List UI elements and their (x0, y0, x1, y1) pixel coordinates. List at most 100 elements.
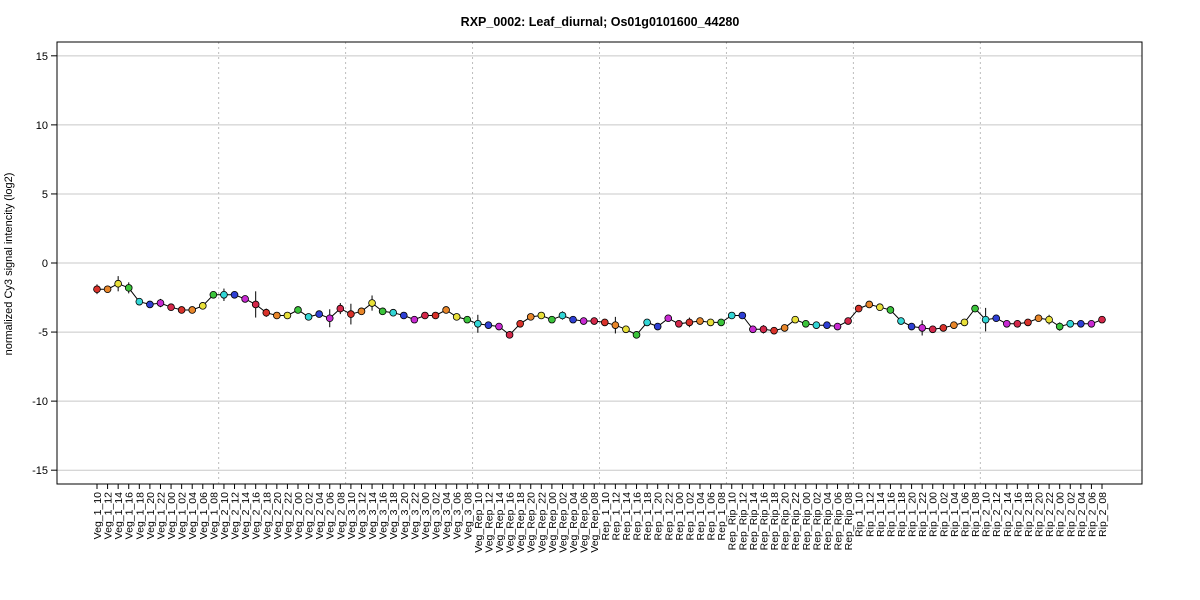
x-tick-label-25: Veg_3_12 (356, 492, 368, 539)
x-tick-label-13: Veg_2_12 (230, 492, 242, 539)
data-point-18 (283, 311, 292, 320)
y-tick-label-5: 10 (36, 120, 48, 132)
data-point-11 (209, 290, 218, 299)
data-point-62 (749, 325, 757, 334)
data-point-82 (960, 318, 969, 327)
x-tick-label-87: Rip_2_16 (1012, 492, 1024, 537)
x-tick-label-17: Veg_2_20 (272, 492, 284, 539)
x-tick-label-54: Rep_1_22 (663, 492, 675, 541)
data-point-72 (854, 304, 863, 313)
data-point-42 (537, 311, 546, 320)
data-point-38 (495, 322, 503, 331)
data-point-23 (336, 304, 345, 313)
x-tick-label-57: Rep_1_04 (695, 492, 707, 541)
y-tick-label-0: -15 (32, 465, 48, 477)
data-point-84 (981, 315, 990, 324)
x-tick-label-81: Rip_1_04 (949, 492, 961, 537)
data-point-28 (389, 308, 398, 317)
x-tick-label-94: Rip_2_06 (1086, 492, 1098, 537)
x-tick-label-59: Rep_1_08 (716, 492, 728, 541)
data-point-26 (368, 299, 376, 307)
data-point-19 (294, 306, 302, 314)
x-tick-label-28: Veg_3_18 (388, 492, 400, 539)
x-tick-label-72: Rip_1_10 (854, 492, 866, 537)
x-tick-label-3: Veg_1_16 (124, 492, 136, 539)
x-tick-label-43: Veg_Rep_00 (547, 492, 559, 553)
data-point-6 (156, 299, 165, 307)
data-point-77 (907, 322, 916, 331)
x-tick-label-79: Rip_1_00 (928, 492, 940, 537)
data-point-10 (198, 302, 207, 310)
data-point-43 (548, 315, 556, 324)
data-point-80 (939, 324, 948, 332)
x-tick-label-52: Rep_1_18 (642, 492, 654, 541)
x-tick-label-26: Veg_3_14 (367, 492, 379, 539)
x-tick-label-62: Rep_Rip_14 (748, 492, 760, 551)
x-tick-label-88: Rip_2_18 (1023, 492, 1035, 537)
x-tick-label-31: Veg_3_00 (420, 492, 432, 539)
data-point-0 (93, 285, 101, 294)
chart-title: RXP_0002: Leaf_diurnal; Os01g0101600_442… (461, 15, 740, 29)
data-point-68 (812, 321, 821, 329)
data-point-86 (1002, 319, 1011, 328)
data-point-88 (1024, 318, 1032, 327)
data-point-66 (791, 315, 800, 324)
x-tick-label-9: Veg_1_04 (187, 492, 199, 539)
x-tick-label-38: Veg_Rep_14 (494, 492, 506, 553)
x-tick-label-66: Rep_Rip_22 (790, 492, 802, 551)
data-point-76 (897, 317, 905, 325)
data-point-5 (146, 300, 154, 309)
x-tick-label-18: Veg_2_22 (282, 492, 294, 539)
data-point-35 (463, 315, 472, 324)
x-tick-label-0: Veg_1_10 (92, 492, 104, 539)
data-point-15 (251, 300, 260, 309)
x-tick-label-83: Rip_1_08 (970, 492, 982, 537)
data-point-48 (600, 318, 609, 327)
data-point-57 (696, 317, 704, 325)
x-tick-label-73: Rip_1_12 (864, 492, 876, 537)
data-point-9 (188, 306, 197, 314)
x-tick-label-70: Rep_Rip_06 (833, 492, 845, 551)
data-point-21 (315, 310, 323, 318)
data-point-24 (347, 310, 355, 318)
x-tick-label-47: Veg_Rep_08 (589, 492, 601, 553)
data-point-94 (1087, 319, 1096, 328)
data-point-50 (622, 325, 630, 334)
x-tick-label-75: Rip_1_16 (885, 492, 897, 537)
x-tick-label-80: Rip_1_02 (938, 492, 950, 537)
data-point-33 (442, 306, 450, 314)
x-tick-label-37: Veg_Rep_12 (483, 492, 495, 553)
data-point-49 (611, 321, 620, 329)
x-tick-label-69: Rep_Rip_04 (822, 492, 834, 551)
x-tick-label-61: Rep_Rip_12 (737, 492, 749, 551)
x-tick-label-49: Rep_1_12 (610, 492, 622, 541)
x-tick-label-92: Rip_2_02 (1065, 492, 1077, 537)
data-point-90 (1045, 315, 1053, 324)
data-point-17 (273, 311, 281, 320)
x-tick-label-95: Rip_2_08 (1097, 492, 1109, 537)
y-tick-label-3: 0 (42, 258, 48, 270)
y-tick-label-2: -5 (38, 327, 48, 339)
x-tick-label-71: Rep_Rip_08 (843, 492, 855, 551)
x-tick-label-11: Veg_1_08 (208, 492, 220, 539)
x-tick-label-45: Veg_Rep_04 (568, 492, 580, 553)
data-point-95 (1098, 315, 1106, 324)
x-tick-label-6: Veg_1_22 (155, 492, 167, 539)
x-tick-label-74: Rip_1_14 (875, 492, 887, 537)
data-point-87 (1013, 319, 1022, 328)
x-tick-label-2: Veg_1_14 (113, 492, 125, 539)
data-point-1 (103, 285, 112, 294)
x-tick-label-60: Rep_Rip_10 (727, 492, 739, 551)
x-tick-label-42: Veg_Rep_22 (536, 492, 548, 553)
data-point-65 (780, 324, 789, 332)
data-point-3 (124, 284, 133, 292)
x-tick-label-33: Veg_3_04 (441, 492, 453, 539)
data-point-41 (526, 313, 535, 321)
data-point-52 (643, 318, 651, 327)
data-point-44 (558, 311, 567, 320)
data-point-56 (685, 318, 694, 327)
data-point-53 (653, 322, 662, 331)
x-tick-label-7: Veg_1_00 (166, 492, 178, 539)
x-tick-label-20: Veg_2_02 (304, 492, 316, 539)
data-point-40 (516, 319, 524, 328)
